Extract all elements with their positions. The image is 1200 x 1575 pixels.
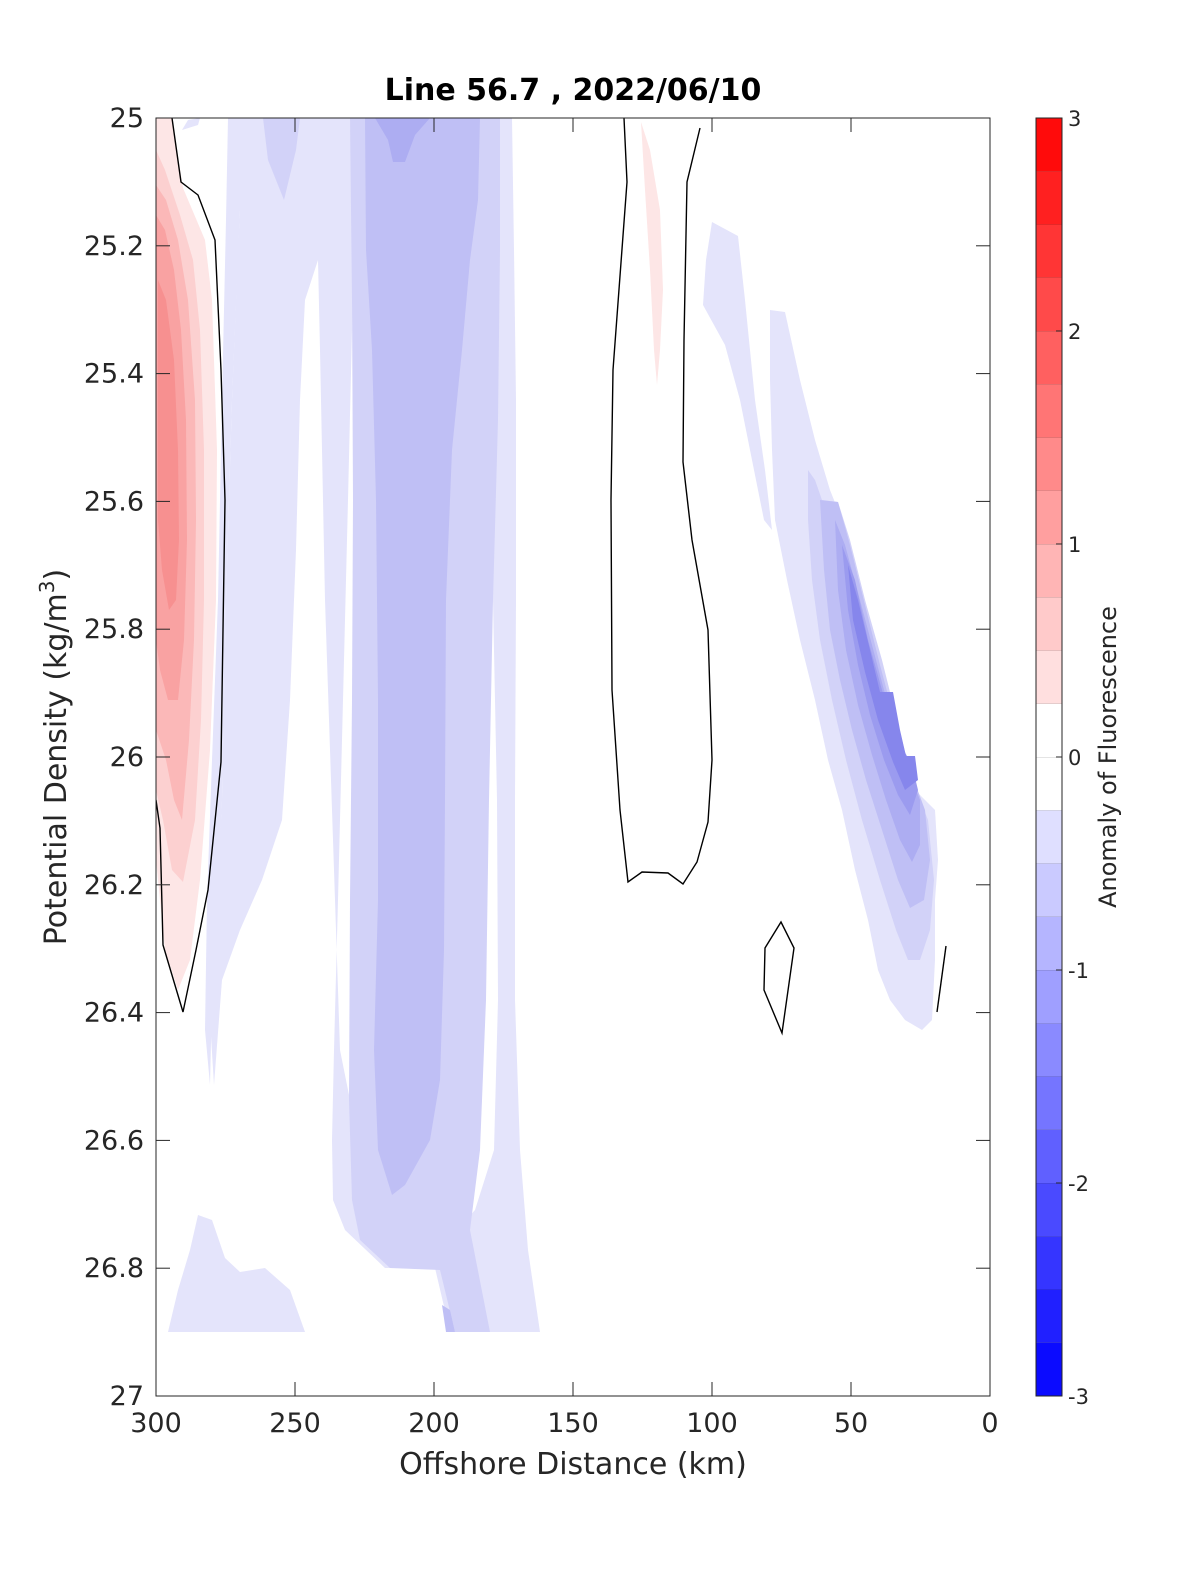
zero-contours: [156, 118, 947, 1036]
negative-anomaly-core-level3: [375, 118, 430, 162]
y-axis-label-superscript: 3: [35, 580, 59, 593]
x-tick-label: 200: [408, 1408, 460, 1439]
negative-anomaly-lower-left: [168, 1215, 305, 1332]
colorbar-segment: [1036, 597, 1062, 651]
colorbar-segment: [1036, 118, 1062, 172]
x-tick-label: 150: [547, 1408, 599, 1439]
zero-contour-nearshore: [936, 945, 947, 1013]
colorbar-segment: [1036, 277, 1062, 331]
colorbar-tick-label: 1: [1068, 533, 1081, 557]
colorbar-segment: [1036, 224, 1062, 278]
colorbar-segment: [1036, 863, 1062, 917]
positive-anomaly-region-level5: [158, 280, 179, 610]
negative-anomaly-core-bottom: [442, 1305, 455, 1332]
colorbar-tick-label: 0: [1068, 746, 1081, 770]
colorbar-tick-label: -2: [1068, 1172, 1089, 1196]
chart-title: Line 56.7 , 2022/06/10: [385, 73, 762, 108]
y-axis-label: Potential Density (kg/m3): [35, 569, 74, 945]
colorbar-segment: [1036, 331, 1062, 385]
x-ticks: 300 250 200 150 100 50 0: [130, 118, 999, 1439]
colorbar-segment: [1036, 650, 1062, 704]
x-axis-label: Offshore Distance (km): [399, 1447, 747, 1482]
colorbar-tick-label: 2: [1068, 320, 1081, 344]
y-tick-label: 26: [110, 742, 144, 773]
y-tick-label: 25.4: [84, 359, 144, 390]
colorbar-segment: [1036, 1236, 1062, 1290]
y-tick-label: 26.6: [84, 1125, 144, 1156]
y-axis-label-end: ): [39, 569, 74, 581]
x-tick-label: 0: [981, 1408, 998, 1439]
colorbar-tick-label: -1: [1068, 959, 1089, 983]
y-tick-label: 27: [110, 1381, 144, 1412]
y-tick-label: 25.2: [84, 231, 144, 262]
colorbar-segment: [1036, 757, 1062, 811]
colorbar-segment: [1036, 1342, 1062, 1396]
colorbar-segment: [1036, 490, 1062, 544]
y-tick-label: 25.8: [84, 614, 144, 645]
colorbar-segment: [1036, 916, 1062, 970]
x-tick-label: 100: [686, 1408, 738, 1439]
x-tick-label: 250: [269, 1408, 321, 1439]
zero-contour-offshore: [156, 118, 226, 1013]
y-ticks: 25 25.2 25.4 25.6 25.8 26 26.2 26.4 26.6 26.8 27: [84, 103, 990, 1412]
colorbar-segment: [1036, 437, 1062, 491]
colorbar-segment: [1036, 171, 1062, 225]
colorbar-segment: [1036, 1129, 1062, 1183]
colorbar-tick-label: -3: [1068, 1385, 1089, 1409]
colorbar-segment: [1036, 1289, 1062, 1343]
colorbar-segment: [1036, 703, 1062, 757]
colorbar-segment: [1036, 810, 1062, 864]
positive-anomaly-region-120km: [641, 122, 663, 385]
colorbar-ticks: 3 2 1 0 -1 -2 -3: [1056, 107, 1089, 1409]
colorbar-segment: [1036, 544, 1062, 598]
x-tick-label: 300: [130, 1408, 182, 1439]
zero-contour-130km: [610, 118, 713, 886]
y-tick-label: 26.8: [84, 1253, 144, 1284]
contour-fills: [156, 118, 938, 1332]
negative-anomaly-band-250km-c: [263, 118, 300, 200]
y-tick-label: 25.6: [84, 486, 144, 517]
colorbar-label: Anomaly of Fluorescence: [1094, 606, 1122, 908]
y-tick-label: 26.2: [84, 870, 144, 901]
y-axis-label-main: Potential Density (kg/m: [39, 593, 74, 945]
colorbar: [1036, 117, 1062, 1396]
y-tick-label: 26.4: [84, 998, 144, 1029]
negative-anomaly-tiny-top: [182, 118, 200, 130]
zero-contour-75km: [763, 920, 795, 1036]
negative-anomaly-nearshore-level1: [703, 222, 772, 530]
negative-anomaly-nearshore-level6: [848, 565, 918, 790]
colorbar-segment: [1036, 1076, 1062, 1130]
negative-anomaly-band-250km: [210, 118, 540, 1332]
colorbar-segment: [1036, 384, 1062, 438]
negative-anomaly-core-level2: [365, 118, 480, 1195]
colorbar-segment: [1036, 970, 1062, 1024]
x-tick-label: 50: [834, 1408, 868, 1439]
colorbar-tick-label: 3: [1068, 107, 1081, 131]
colorbar-segment: [1036, 1023, 1062, 1077]
colorbar-segment: [1036, 1183, 1062, 1237]
y-tick-label: 25: [110, 103, 144, 134]
